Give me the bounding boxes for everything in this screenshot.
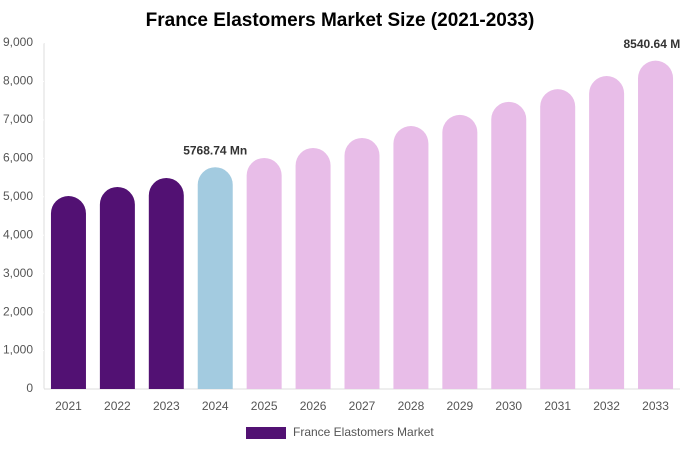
y-tick-label: 8,000 xyxy=(3,74,33,88)
x-tick-label: 2030 xyxy=(495,399,522,413)
y-tick-label: 2,000 xyxy=(3,304,33,318)
bar xyxy=(148,177,184,389)
x-tick-label: 2025 xyxy=(251,399,278,413)
bar xyxy=(50,196,86,389)
x-tick-label: 2021 xyxy=(55,399,82,413)
bar xyxy=(344,137,380,389)
data-label: 5768.74 Mn xyxy=(183,143,247,157)
x-tick-label: 2026 xyxy=(300,399,327,413)
legend-swatch xyxy=(246,427,286,439)
bar xyxy=(442,114,478,389)
x-tick-label: 2032 xyxy=(593,399,620,413)
x-tick-label: 2022 xyxy=(104,399,131,413)
x-tick-label: 2023 xyxy=(153,399,180,413)
y-tick-label: 1,000 xyxy=(3,343,33,357)
bar xyxy=(589,76,625,390)
bar xyxy=(197,167,233,389)
y-tick-label: 6,000 xyxy=(3,151,33,165)
bar xyxy=(393,126,429,389)
bar xyxy=(491,101,527,389)
y-tick-label: 9,000 xyxy=(3,35,33,49)
bar xyxy=(540,89,576,389)
x-tick-label: 2024 xyxy=(202,399,229,413)
data-label: 8540.64 Mn xyxy=(624,37,680,51)
x-tick-label: 2033 xyxy=(642,399,669,413)
y-tick-label: 4,000 xyxy=(3,227,33,241)
bar xyxy=(638,60,674,389)
y-tick-label: 0 xyxy=(26,381,33,395)
bar xyxy=(99,186,135,389)
y-tick-label: 3,000 xyxy=(3,266,33,280)
x-tick-label: 2029 xyxy=(446,399,473,413)
y-tick-label: 7,000 xyxy=(3,112,33,126)
bar xyxy=(246,157,282,389)
legend-label: France Elastomers Market xyxy=(293,425,434,439)
chart-title: France Elastomers Market Size (2021-2033… xyxy=(146,10,535,31)
y-tick-label: 5,000 xyxy=(3,189,33,203)
x-tick-label: 2027 xyxy=(349,399,376,413)
x-tick-label: 2031 xyxy=(544,399,571,413)
x-tick-label: 2028 xyxy=(398,399,425,413)
bar xyxy=(295,147,331,389)
